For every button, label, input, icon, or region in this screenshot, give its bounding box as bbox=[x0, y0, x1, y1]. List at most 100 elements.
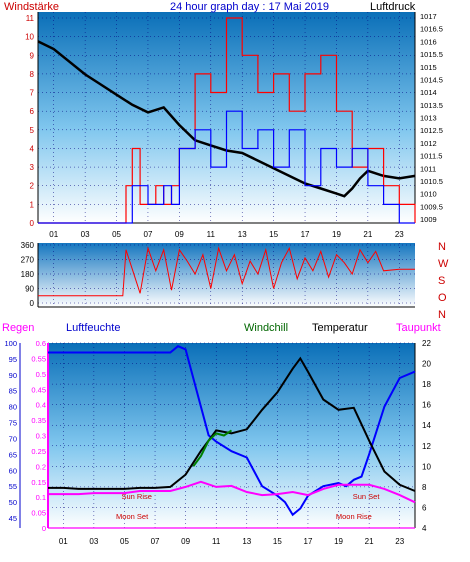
temperature-tick-label: 6 bbox=[422, 503, 427, 512]
x-tick-label: 11 bbox=[207, 230, 216, 239]
temperature-tick-label: 16 bbox=[422, 401, 431, 410]
windchill-label: Windchill bbox=[244, 322, 288, 334]
rain-tick-label: 0.3 bbox=[36, 432, 46, 441]
humidity-tick-label: 75 bbox=[9, 419, 17, 428]
wind-tick-labels: 0 1 2 3 4 5 6 7 8 9 10 11 bbox=[25, 14, 34, 228]
humidity-tick-label: 90 bbox=[9, 371, 17, 380]
humidity-tick-label: 55 bbox=[9, 482, 17, 491]
pressure-tick-label: 1013.5 bbox=[420, 101, 443, 110]
temperature-plot-area bbox=[48, 343, 415, 528]
x-tick-label: 07 bbox=[144, 230, 153, 239]
temperature-series bbox=[48, 345, 416, 529]
temperature-tick-label: 10 bbox=[422, 462, 431, 471]
x-tick-label: 17 bbox=[304, 537, 313, 546]
wind-tick-label: 1 bbox=[30, 200, 35, 209]
wind-tick-label: 9 bbox=[30, 51, 35, 60]
pressure-tick-label: 1014 bbox=[420, 88, 437, 97]
pressure-tick-label: 1010 bbox=[420, 190, 437, 199]
annotation-sun-set: Sun Set bbox=[353, 492, 381, 501]
wind-tick-label: 11 bbox=[26, 14, 35, 23]
rain-tick-label: 0.15 bbox=[31, 478, 46, 487]
wind-pressure-series bbox=[37, 17, 416, 224]
temperature-tick-label: 18 bbox=[422, 380, 431, 389]
x-tick-label: 07 bbox=[151, 537, 160, 546]
temperature-label: Temperatur bbox=[312, 322, 368, 334]
x-tick-label: 01 bbox=[49, 230, 58, 239]
wind-direction-grid bbox=[38, 243, 415, 307]
wind-tick-label: 7 bbox=[30, 89, 35, 98]
humidity-tick-label: 65 bbox=[9, 450, 17, 459]
x-tick-label: 09 bbox=[175, 230, 184, 239]
x-tick-label: 13 bbox=[238, 230, 247, 239]
pressure-tick-label: 1012 bbox=[420, 139, 437, 148]
wind-tick-label: 0 bbox=[30, 219, 35, 228]
pressure-tick-label: 1013 bbox=[420, 114, 437, 123]
humidity-label: Luftfeuchte bbox=[66, 322, 120, 334]
rain-tick-label: 0.35 bbox=[31, 416, 46, 425]
compass-label: O bbox=[438, 292, 447, 304]
direction-tick-label: 0 bbox=[30, 299, 35, 308]
temperature-tick-label: 8 bbox=[422, 483, 427, 492]
sun-moon-annotations: Sun Rise Sun Set Moon Set Moon Rise bbox=[116, 492, 380, 521]
pressure-tick-label: 1016.5 bbox=[420, 25, 443, 34]
temperature-tick-label: 20 bbox=[422, 360, 431, 369]
annotation-moon-set: Moon Set bbox=[116, 512, 149, 521]
x-tick-label: 19 bbox=[334, 537, 343, 546]
x-tick-label: 03 bbox=[81, 230, 90, 239]
x-tick-label: 19 bbox=[332, 230, 341, 239]
wind-tick-label: 3 bbox=[30, 163, 35, 172]
pressure-tick-label: 1017 bbox=[420, 12, 437, 21]
rain-tick-label: 0.45 bbox=[31, 385, 46, 394]
x-tick-label: 21 bbox=[363, 230, 372, 239]
x-tick-label: 09 bbox=[181, 537, 190, 546]
pressure-tick-label: 1014.5 bbox=[420, 75, 443, 84]
rain-label: Regen bbox=[2, 322, 34, 334]
temperature-grid bbox=[48, 342, 415, 529]
pressure-axis-title: Luftdruck bbox=[370, 1, 416, 13]
rain-tick-label: 0.55 bbox=[31, 354, 46, 363]
temperature-tick-label: 22 bbox=[422, 339, 431, 348]
temperature-panel: Sun Rise Sun Set Moon Set Moon Rise 0 0.05 0.… bbox=[2, 322, 441, 546]
wind-tick-label: 8 bbox=[30, 70, 35, 79]
humidity-tick-label: 50 bbox=[9, 498, 17, 507]
x-tick-label: 15 bbox=[273, 537, 282, 546]
compass-label: S bbox=[438, 275, 445, 287]
direction-tick-label: 270 bbox=[21, 256, 35, 265]
wind-tick-label: 5 bbox=[30, 126, 35, 135]
pressure-tick-label: 1009.5 bbox=[420, 202, 443, 211]
direction-tick-label: 90 bbox=[25, 285, 34, 294]
temperature-tick-labels: 4 6 8 10 12 14 16 18 20 22 bbox=[422, 339, 431, 533]
wind-tick-label: 10 bbox=[25, 33, 34, 42]
temperature-tick-label: 12 bbox=[422, 442, 431, 451]
wind-pressure-x-tick-labels: 01 03 05 07 09 11 13 15 17 19 21 23 bbox=[49, 230, 404, 239]
direction-tick-label: 180 bbox=[21, 270, 35, 279]
humidity-tick-label: 45 bbox=[9, 514, 17, 523]
x-tick-label: 13 bbox=[242, 537, 251, 546]
pressure-tick-label: 1011.5 bbox=[420, 152, 442, 161]
annotation-moon-rise: Moon Rise bbox=[336, 512, 372, 521]
series-windchill bbox=[192, 429, 233, 467]
direction-tick-label: 360 bbox=[21, 241, 35, 250]
series-luftdruck bbox=[37, 40, 416, 198]
humidity-tick-labels: 45 50 55 60 65 70 75 80 85 90 95 100 bbox=[4, 339, 17, 523]
pressure-tick-labels: 1009 1009.5 1010 1010.5 1011 1011.5 1012 1012.5… bbox=[420, 12, 443, 224]
compass-label: N bbox=[438, 309, 446, 321]
pressure-tick-label: 1012.5 bbox=[420, 126, 443, 135]
temperature-tick-label: 14 bbox=[422, 421, 431, 430]
rain-tick-label: 0.5 bbox=[36, 370, 46, 379]
pressure-tick-label: 1009 bbox=[420, 215, 437, 224]
humidity-tick-label: 95 bbox=[9, 355, 17, 364]
compass-label: W bbox=[438, 258, 449, 270]
x-tick-label: 05 bbox=[120, 537, 129, 546]
chart-title: 24 hour graph day : 17 Mai 2019 bbox=[170, 1, 329, 13]
wind-tick-label: 2 bbox=[30, 182, 35, 191]
series-temperatur bbox=[48, 356, 416, 492]
series-taupunkt bbox=[48, 480, 416, 504]
series-luftfeuchte bbox=[48, 345, 416, 517]
compass-label: N bbox=[438, 241, 446, 253]
x-tick-label: 11 bbox=[212, 537, 221, 546]
x-tick-label: 17 bbox=[301, 230, 310, 239]
